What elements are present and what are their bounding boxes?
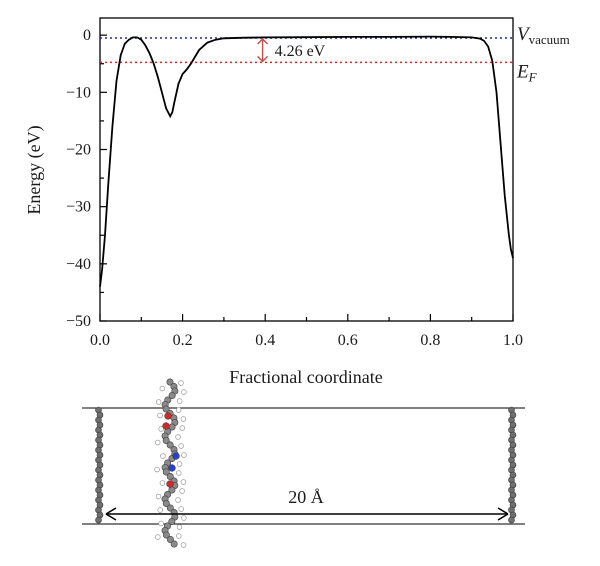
- y-axis-label: Energy (eV): [24, 125, 45, 214]
- y-tick-label: −10: [66, 84, 91, 101]
- work-function-arrow: [257, 38, 269, 63]
- y-tick-label: −50: [66, 313, 91, 330]
- plot-frame: [99, 17, 514, 322]
- work-function-label: 4.26 eV: [275, 43, 326, 60]
- y-tick-label: 0: [83, 27, 91, 44]
- x-tick-label: 0.2: [173, 332, 193, 349]
- x-tick-label: 0.8: [420, 332, 440, 349]
- y-tick-label: −20: [66, 141, 91, 158]
- x-tick-label: 1.0: [503, 332, 523, 349]
- distance-arrow: [105, 507, 509, 521]
- y-axis-ticks: 0 −10 −20 −30 −40 −50: [66, 27, 107, 330]
- energy-plot: 0 −10 −20 −30 −40 −50 0.0 0.2 0.4 0.6 0.8 1.0 4.26…: [24, 17, 570, 387]
- right-electrode-slab: [508, 406, 517, 524]
- vacuum-level-label: Vvacuum: [517, 24, 570, 47]
- left-electrode-slab: [95, 406, 104, 524]
- x-tick-label: 0.0: [90, 332, 110, 349]
- x-tick-label: 0.4: [255, 332, 275, 349]
- x-axis-label: Fractional coordinate: [229, 367, 382, 387]
- y-tick-label: −40: [66, 256, 91, 273]
- x-tick-label: 0.6: [338, 332, 358, 349]
- series-line: [99, 35, 514, 287]
- y-tick-label: −30: [66, 199, 91, 216]
- molecular-structure-panel: 20 Å: [82, 378, 525, 548]
- adsorbed-molecule: [154, 378, 187, 548]
- distance-label: 20 Å: [288, 487, 324, 507]
- fermi-level-label: EF: [516, 61, 538, 84]
- x-axis-ticks: 0.0 0.2 0.4 0.6 0.8 1.0: [90, 314, 523, 349]
